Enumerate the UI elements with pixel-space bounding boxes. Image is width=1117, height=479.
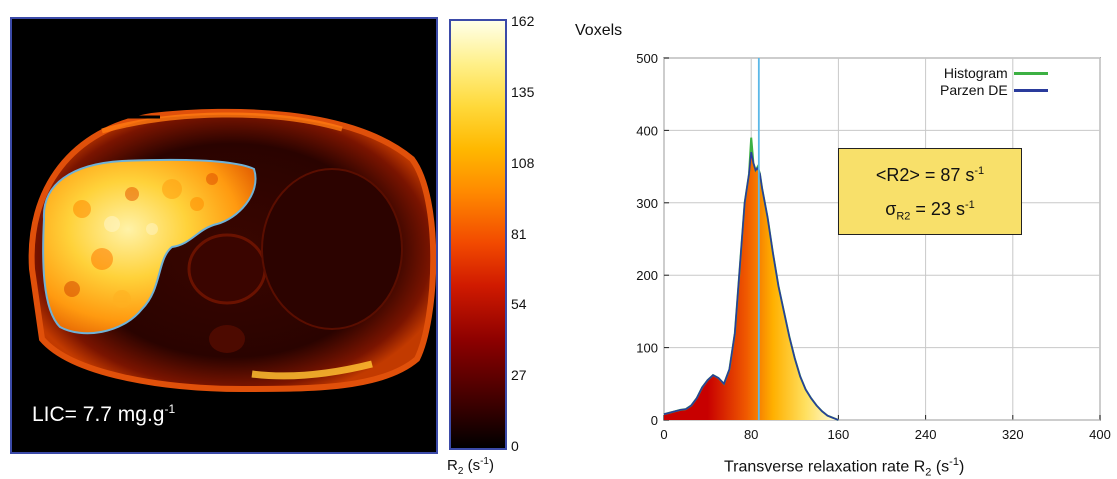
legend-swatch-histogram <box>1013 72 1048 75</box>
y-tick-label: 0 <box>651 413 658 428</box>
rim-top <box>101 112 343 134</box>
colorbar-unit-label: R2 (s-1) <box>447 456 494 477</box>
x-tick-label: 400 <box>1089 427 1111 442</box>
y-tick-label: 300 <box>636 196 658 211</box>
parzen-line <box>663 151 839 421</box>
y-tick-label: 400 <box>636 123 658 138</box>
colorbar-tick-label: 162 <box>511 13 535 29</box>
y-tick-label: 100 <box>636 341 658 356</box>
mri-image-panel: LIC= 7.7 mg.g-1 <box>10 17 438 454</box>
legend-label-parzen: Parzen DE <box>940 82 1008 98</box>
colorbar-tick-label: 81 <box>511 225 527 242</box>
colorbar-tick-label: 54 <box>511 296 527 313</box>
sigma-r2-stat: σR2 = 23 s-1 <box>885 199 975 223</box>
liver-texture <box>64 173 218 308</box>
x-tick-label: 80 <box>744 427 758 442</box>
x-tick-label: 240 <box>915 427 937 442</box>
r2-map-image <box>28 108 436 393</box>
legend-entry-parzen: Parzen DE <box>940 82 1048 99</box>
y-axis-label: Voxels <box>575 22 623 39</box>
colorbar-tick-label: 27 <box>511 367 527 384</box>
legend-swatch-parzen <box>1013 89 1048 92</box>
x-tick-label: 320 <box>1002 427 1024 442</box>
stats-box: <R2> = 87 s-1 σR2 = 23 s-1 <box>838 148 1022 235</box>
histogram-area <box>664 137 839 420</box>
y-tick-label: 200 <box>636 268 658 283</box>
chart-legend: Histogram Parzen DE <box>940 65 1048 99</box>
x-tick-label: 0 <box>660 427 667 442</box>
spine <box>209 325 245 353</box>
colorbar-tick-label: 0 <box>511 438 519 454</box>
legend-label-histogram: Histogram <box>943 65 1008 81</box>
x-tick-label: 160 <box>828 427 850 442</box>
organ-right <box>261 168 403 330</box>
lic-label: LIC= 7.7 mg.g-1 <box>32 402 176 426</box>
legend-entry-histogram: Histogram <box>940 65 1048 82</box>
colorbar <box>449 19 507 450</box>
x-axis-label: Transverse relaxation rate R2 (s-1) <box>724 456 965 479</box>
colorbar-tick-label: 108 <box>511 154 535 171</box>
y-tick-label: 500 <box>636 51 658 66</box>
colorbar-tick-label: 135 <box>511 83 535 100</box>
rim-bottom <box>251 360 373 380</box>
mean-r2-stat: <R2> = 87 s-1 <box>875 165 985 185</box>
